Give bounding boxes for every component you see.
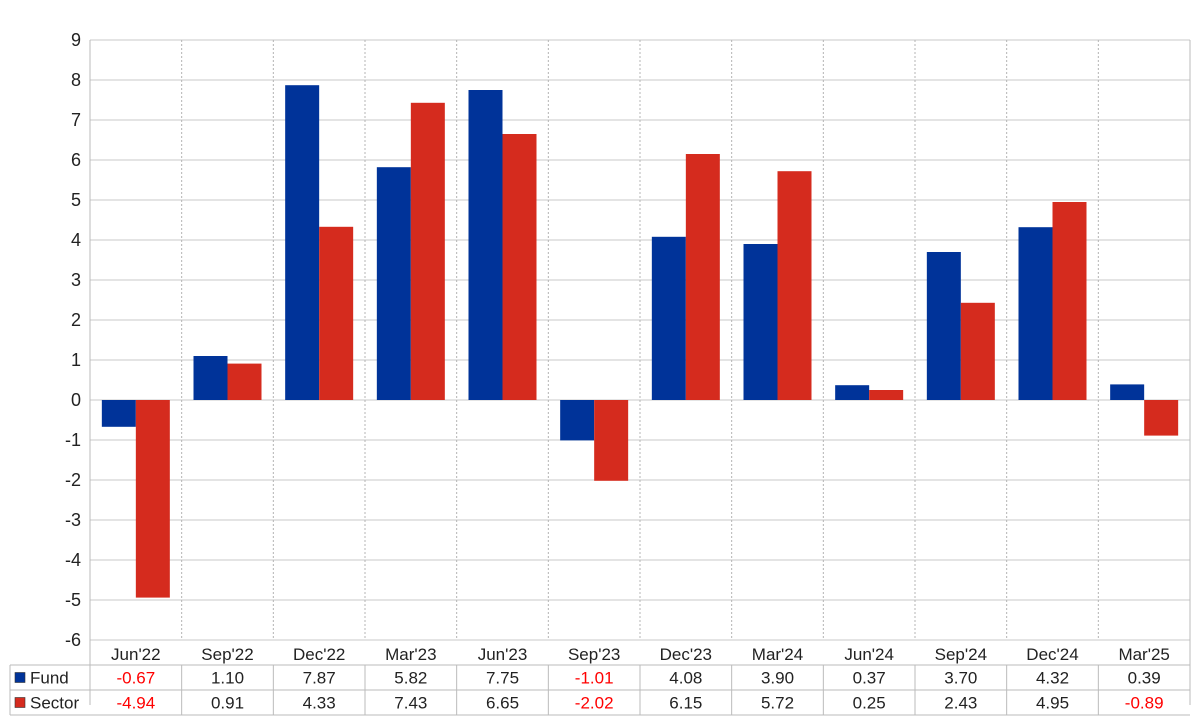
- bar-sector: [1144, 400, 1179, 436]
- data-label-sector: -0.89: [1125, 694, 1164, 713]
- data-label-sector: 4.95: [1036, 694, 1069, 713]
- category-label: Sep'23: [568, 645, 620, 664]
- data-label-fund: 7.87: [303, 669, 336, 688]
- bar-fund: [743, 244, 778, 400]
- category-label: Dec'23: [660, 645, 712, 664]
- bar-sector: [410, 102, 445, 401]
- bar-fund: [468, 90, 503, 400]
- category-label: Sep'24: [935, 645, 987, 664]
- y-tick-label: 6: [71, 150, 81, 170]
- data-label-sector: -4.94: [116, 694, 155, 713]
- bar-fund: [835, 385, 870, 400]
- bar-fund: [560, 400, 595, 441]
- data-label-fund: 0.37: [853, 669, 886, 688]
- category-label: Jun'24: [844, 645, 894, 664]
- data-label-fund: 5.82: [394, 669, 427, 688]
- y-tick-label: 9: [71, 30, 81, 50]
- legend-swatch-fund: [14, 672, 26, 683]
- bar-sector: [319, 226, 354, 400]
- bar-fund: [1018, 227, 1053, 400]
- category-label: Mar'24: [752, 645, 803, 664]
- bar-sector: [960, 302, 995, 400]
- y-tick-label: -4: [65, 550, 81, 570]
- category-label: Sep'22: [201, 645, 253, 664]
- data-label-fund: 7.75: [486, 669, 519, 688]
- legend-label-sector: Sector: [30, 694, 79, 713]
- category-label: Dec'24: [1026, 645, 1078, 664]
- bar-sector: [227, 363, 262, 400]
- y-tick-label: -1: [65, 430, 81, 450]
- bar-sector: [594, 400, 629, 481]
- data-label-sector: 2.43: [944, 694, 977, 713]
- y-tick-label: 2: [71, 310, 81, 330]
- data-label-sector: 6.15: [669, 694, 702, 713]
- data-label-fund: 3.90: [761, 669, 794, 688]
- bar-fund: [376, 167, 411, 400]
- category-label: Mar'25: [1118, 645, 1169, 664]
- bar-sector: [685, 154, 720, 400]
- y-tick-label: -3: [65, 510, 81, 530]
- y-tick-label: 1: [71, 350, 81, 370]
- bar-fund: [1110, 384, 1145, 400]
- data-label-fund: -1.01: [575, 669, 614, 688]
- y-tick-label: -5: [65, 590, 81, 610]
- y-tick-label: -6: [65, 630, 81, 650]
- category-label: Jun'22: [111, 645, 161, 664]
- bar-sector: [1052, 202, 1087, 400]
- y-tick-label: 0: [71, 390, 81, 410]
- data-label-fund: 1.10: [211, 669, 244, 688]
- bar-sector: [777, 171, 812, 400]
- data-label-sector: -2.02: [575, 694, 614, 713]
- data-label-fund: 4.32: [1036, 669, 1069, 688]
- category-label: Jun'23: [478, 645, 528, 664]
- bar-fund: [926, 252, 961, 400]
- data-label-sector: 0.91: [211, 694, 244, 713]
- y-tick-label: 7: [71, 110, 81, 130]
- bar-fund: [651, 236, 686, 400]
- y-tick-label: 3: [71, 270, 81, 290]
- bar-sector: [869, 390, 904, 400]
- data-label-fund: 4.08: [669, 669, 702, 688]
- bar-sector: [502, 134, 537, 400]
- y-tick-label: 5: [71, 190, 81, 210]
- category-label: Dec'22: [293, 645, 345, 664]
- data-label-sector: 5.72: [761, 694, 794, 713]
- data-label-fund: -0.67: [116, 669, 155, 688]
- y-tick-label: 4: [71, 230, 81, 250]
- y-tick-label: 8: [71, 70, 81, 90]
- data-label-sector: 7.43: [394, 694, 427, 713]
- bar-fund: [193, 356, 228, 400]
- legend-label-fund: Fund: [30, 669, 69, 688]
- legend-swatch-sector: [14, 697, 26, 708]
- data-label-sector: 4.33: [303, 694, 336, 713]
- y-tick-label: -2: [65, 470, 81, 490]
- data-label-sector: 0.25: [853, 694, 886, 713]
- bar-fund: [285, 85, 320, 400]
- data-label-sector: 6.65: [486, 694, 519, 713]
- bar-fund: [101, 400, 136, 427]
- data-label-fund: 0.39: [1128, 669, 1161, 688]
- bar-sector: [135, 400, 170, 598]
- category-label: Mar'23: [385, 645, 436, 664]
- data-label-fund: 3.70: [944, 669, 977, 688]
